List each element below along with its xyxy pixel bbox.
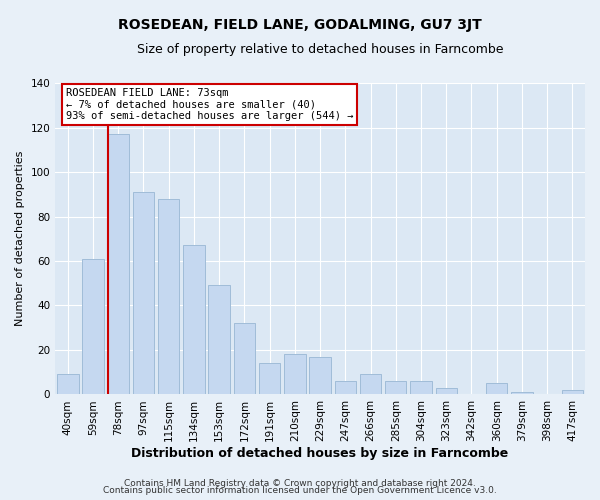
Y-axis label: Number of detached properties: Number of detached properties: [15, 151, 25, 326]
Bar: [107, 134, 129, 394]
X-axis label: Distribution of detached houses by size in Farncombe: Distribution of detached houses by size …: [131, 447, 509, 460]
Bar: [310, 356, 331, 395]
Bar: [284, 354, 305, 395]
Bar: [183, 246, 205, 394]
Bar: [335, 381, 356, 394]
Text: ROSEDEAN, FIELD LANE, GODALMING, GU7 3JT: ROSEDEAN, FIELD LANE, GODALMING, GU7 3JT: [118, 18, 482, 32]
Bar: [486, 384, 508, 394]
Title: Size of property relative to detached houses in Farncombe: Size of property relative to detached ho…: [137, 42, 503, 56]
Bar: [233, 324, 255, 394]
Bar: [158, 198, 179, 394]
Bar: [562, 390, 583, 394]
Text: Contains public sector information licensed under the Open Government Licence v3: Contains public sector information licen…: [103, 486, 497, 495]
Bar: [259, 364, 280, 394]
Bar: [208, 286, 230, 395]
Bar: [511, 392, 533, 394]
Bar: [436, 388, 457, 394]
Bar: [57, 374, 79, 394]
Bar: [385, 381, 406, 394]
Bar: [410, 381, 432, 394]
Text: ROSEDEAN FIELD LANE: 73sqm
← 7% of detached houses are smaller (40)
93% of semi-: ROSEDEAN FIELD LANE: 73sqm ← 7% of detac…: [66, 88, 353, 121]
Bar: [360, 374, 381, 394]
Bar: [82, 259, 104, 394]
Bar: [133, 192, 154, 394]
Text: Contains HM Land Registry data © Crown copyright and database right 2024.: Contains HM Land Registry data © Crown c…: [124, 478, 476, 488]
